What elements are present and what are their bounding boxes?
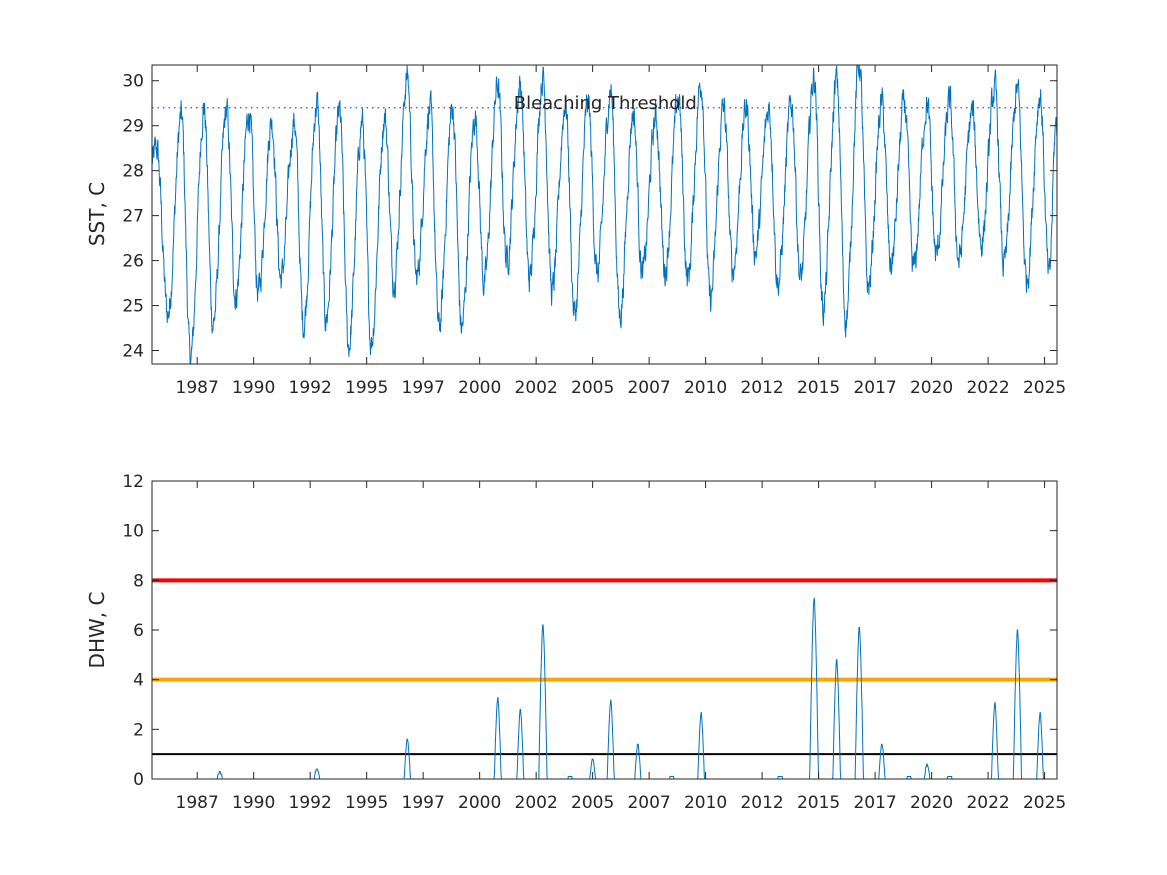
dhw-x-tick-label: 2022 bbox=[966, 793, 1009, 813]
sst-line bbox=[151, 64, 1058, 364]
sst-y-tick-label: 24 bbox=[122, 342, 144, 362]
sst-series-line bbox=[151, 64, 1058, 364]
sst-x-tick-label: 1987 bbox=[176, 378, 219, 398]
sst-y-tick-label: 28 bbox=[122, 162, 144, 182]
sst-y-tick-label: 27 bbox=[122, 207, 144, 227]
dhw-x-tick-label: 1997 bbox=[402, 793, 445, 813]
sst-x-tick-label: 2022 bbox=[966, 378, 1009, 398]
dhw-x-axis: 1987 1990 1992 1995 1997 2000 2002 2005 2007 2010… bbox=[176, 481, 1066, 813]
sst-y-tick-label: 26 bbox=[122, 252, 144, 272]
sst-x-axis: 1987 1990 1992 1995 1997 2000 2002 2005 2007 2010… bbox=[176, 65, 1066, 398]
dhw-y-tick-label: 2 bbox=[133, 720, 144, 740]
sst-x-tick-label: 2007 bbox=[627, 378, 670, 398]
dhw-x-tick-label: 1992 bbox=[289, 793, 332, 813]
dhw-x-tick-label: 2012 bbox=[740, 793, 783, 813]
dhw-x-tick-label: 2005 bbox=[571, 793, 614, 813]
sst-y-axis-label: SST, C bbox=[85, 182, 109, 246]
dhw-y-tick-label: 12 bbox=[122, 472, 144, 492]
dhw-x-tick-label: 2025 bbox=[1023, 793, 1066, 813]
dhw-y-tick-label: 4 bbox=[133, 671, 144, 691]
sst-x-tick-label: 2017 bbox=[853, 378, 896, 398]
sst-x-tick-label: 2020 bbox=[910, 378, 953, 398]
dhw-x-tick-label: 1990 bbox=[232, 793, 275, 813]
dhw-x-tick-label: 2002 bbox=[515, 793, 558, 813]
dhw-plot-area bbox=[152, 481, 1057, 779]
sst-x-tick-label: 1995 bbox=[345, 378, 388, 398]
dhw-x-tick-label: 2007 bbox=[627, 793, 670, 813]
sst-x-tick-label: 2015 bbox=[797, 378, 840, 398]
sst-x-tick-label: 2012 bbox=[740, 378, 783, 398]
dhw-x-tick-label: 2020 bbox=[910, 793, 953, 813]
dhw-x-tick-label: 2000 bbox=[458, 793, 501, 813]
dhw-x-tick-label: 2015 bbox=[797, 793, 840, 813]
dhw-y-tick-label: 10 bbox=[122, 522, 144, 542]
dhw-y-axis-label: DHW, C bbox=[85, 592, 109, 669]
sst-x-tick-label: 1990 bbox=[232, 378, 275, 398]
sst-x-tick-label: 1997 bbox=[402, 378, 445, 398]
dhw-x-tick-label: 1987 bbox=[176, 793, 219, 813]
bleaching-threshold-label: Bleaching Threshold bbox=[514, 93, 697, 114]
dhw-y-axis: 0 2 4 6 8 10 12 bbox=[122, 472, 1057, 790]
dhw-x-tick-label: 1995 bbox=[345, 793, 388, 813]
sst-x-tick-label: 1992 bbox=[289, 378, 332, 398]
sst-y-tick-label: 25 bbox=[122, 297, 144, 317]
sst-x-tick-label: 2000 bbox=[458, 378, 501, 398]
sst-x-tick-label: 2025 bbox=[1023, 378, 1066, 398]
sst-y-tick-label: 30 bbox=[122, 72, 144, 92]
sst-x-tick-label: 2002 bbox=[515, 378, 558, 398]
sst-y-axis: 24 25 26 27 28 29 30 bbox=[122, 72, 1057, 362]
dhw-y-tick-label: 8 bbox=[133, 571, 144, 591]
dhw-x-tick-label: 2010 bbox=[684, 793, 727, 813]
dhw-y-tick-label: 6 bbox=[133, 621, 144, 641]
dhw-x-tick-label: 2017 bbox=[853, 793, 896, 813]
sst-x-tick-label: 2010 bbox=[684, 378, 727, 398]
dhw-reference-lines bbox=[152, 578, 1057, 756]
dhw-y-tick-label: 0 bbox=[133, 770, 144, 790]
sst-axes-box bbox=[151, 64, 1058, 365]
sst-x-tick-label: 2005 bbox=[571, 378, 614, 398]
sst-y-tick-label: 29 bbox=[122, 117, 144, 137]
dhw-axes: 0 2 4 6 8 10 12 1987 1990 1992 1995 1997 2000 2002 20… bbox=[85, 472, 1066, 813]
